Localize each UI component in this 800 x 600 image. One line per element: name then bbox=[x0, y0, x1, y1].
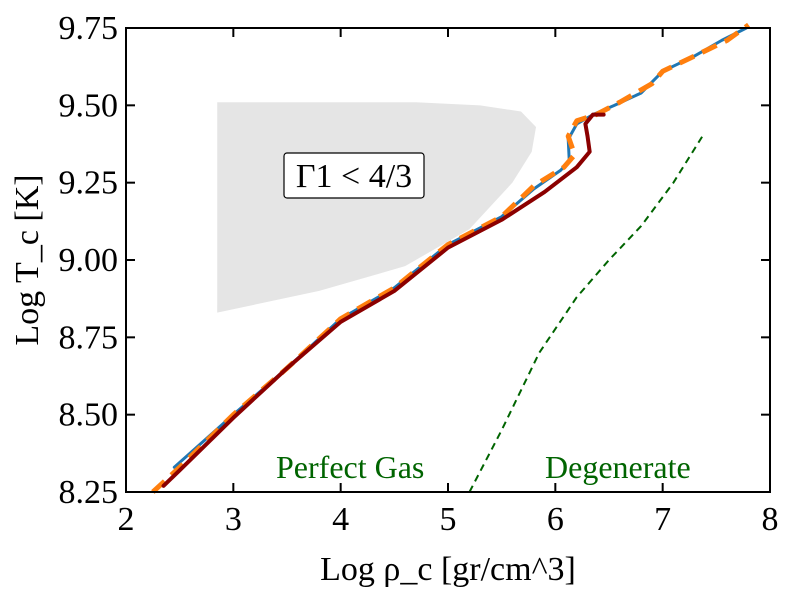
x-tick-label: 3 bbox=[225, 501, 242, 538]
x-tick-label: 7 bbox=[654, 501, 671, 538]
y-axis-label: Log T_c [K] bbox=[9, 174, 46, 345]
y-tick-label: 8.75 bbox=[59, 319, 119, 356]
y-tick-label: 9.25 bbox=[59, 165, 119, 202]
x-tick-label: 5 bbox=[440, 501, 457, 538]
y-tick-label: 9.50 bbox=[59, 87, 119, 124]
x-tick-label: 6 bbox=[547, 501, 564, 538]
series-line-2 bbox=[161, 112, 606, 488]
gamma-label-box: Γ1 < 4/3 bbox=[283, 152, 425, 199]
x-axis-label: Log ρ_c [gr/cm^3] bbox=[320, 551, 576, 588]
gamma-region-layer bbox=[217, 102, 537, 313]
series-layer bbox=[151, 22, 750, 494]
y-tick-label: 8.50 bbox=[59, 397, 119, 434]
perfect-gas-annotation: Perfect Gas bbox=[276, 449, 424, 485]
degenerate-annotation: Degenerate bbox=[545, 449, 691, 485]
x-tick-label: 4 bbox=[332, 501, 349, 538]
y-tick-label: 9.00 bbox=[59, 242, 119, 279]
x-tick-label: 8 bbox=[762, 501, 779, 538]
gamma-label: Γ1 < 4/3 bbox=[296, 158, 412, 195]
x-tick-label: 2 bbox=[118, 501, 135, 538]
y-tick-label: 9.75 bbox=[59, 10, 119, 47]
series-line-1 bbox=[151, 22, 750, 494]
gamma-label-frame bbox=[283, 152, 425, 199]
series-line-3 bbox=[468, 135, 704, 493]
x-ticks: 2 3 4 5 6 7 8 bbox=[118, 28, 779, 538]
y-tick-label: 8.25 bbox=[59, 474, 119, 511]
gamma-region bbox=[217, 102, 537, 313]
y-ticks: 8.25 8.50 8.75 9.00 9.25 9.50 9.75 bbox=[59, 10, 770, 511]
